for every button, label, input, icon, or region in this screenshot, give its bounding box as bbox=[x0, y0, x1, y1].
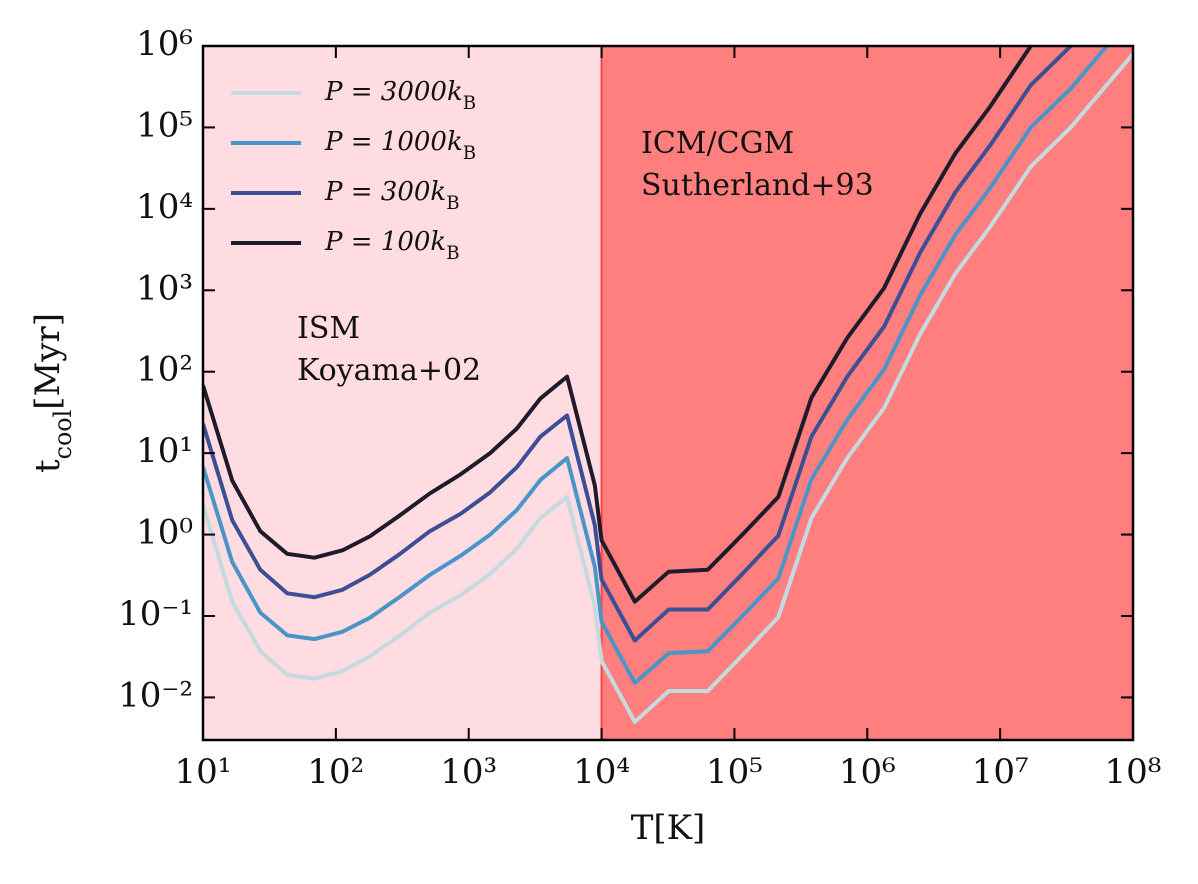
y-tick-label: 10⁰ bbox=[136, 513, 193, 553]
y-tick-label: 10⁵ bbox=[136, 105, 193, 145]
y-tick-label: 10¹ bbox=[136, 431, 193, 471]
y-tick-label: 10² bbox=[136, 350, 193, 390]
region-label: Sutherland+93 bbox=[641, 168, 874, 203]
legend-label: P = 100kB bbox=[324, 227, 460, 264]
y-tick-label: 10⁶ bbox=[136, 24, 193, 64]
region-label: ICM/CGM bbox=[641, 126, 794, 161]
series-line bbox=[203, 52, 1133, 724]
legend-label: P = 300kB bbox=[324, 177, 460, 214]
region bbox=[203, 46, 602, 740]
x-tick-label: 10⁴ bbox=[573, 752, 630, 792]
x-tick-label: 10² bbox=[307, 752, 364, 792]
x-tick-label: 10¹ bbox=[175, 752, 232, 792]
series-line bbox=[203, 46, 1034, 604]
series-line bbox=[203, 46, 1110, 686]
x-tick-label: 10³ bbox=[440, 752, 497, 792]
x-tick-label: 10⁵ bbox=[706, 752, 763, 792]
x-axis-label: T[K] bbox=[631, 808, 706, 848]
series-line bbox=[203, 46, 1074, 643]
legend-label: P = 3000kB bbox=[324, 77, 476, 114]
y-tick-label: 10⁻¹ bbox=[118, 594, 193, 634]
foreground: ISM Koyama+02 ICM/CGM Sutherland+93 10¹ 10² 10… bbox=[28, 24, 1161, 848]
region-label: ISM bbox=[297, 311, 360, 346]
y-axis-label: tcool[Myr] bbox=[28, 313, 77, 473]
x-tick-label: 10⁷ bbox=[972, 752, 1029, 792]
legend-label: P = 1000kB bbox=[324, 127, 476, 164]
x-tick-label: 10⁸ bbox=[1105, 752, 1162, 792]
y-tick-label: 10⁻² bbox=[118, 675, 193, 715]
region-label: Koyama+02 bbox=[297, 353, 481, 388]
x-tick-label: 10⁶ bbox=[839, 752, 896, 792]
y-tick-label: 10³ bbox=[136, 268, 193, 308]
y-tick-label: 10⁴ bbox=[136, 187, 193, 227]
lines bbox=[203, 46, 1133, 724]
plot-frame bbox=[201, 44, 1135, 742]
